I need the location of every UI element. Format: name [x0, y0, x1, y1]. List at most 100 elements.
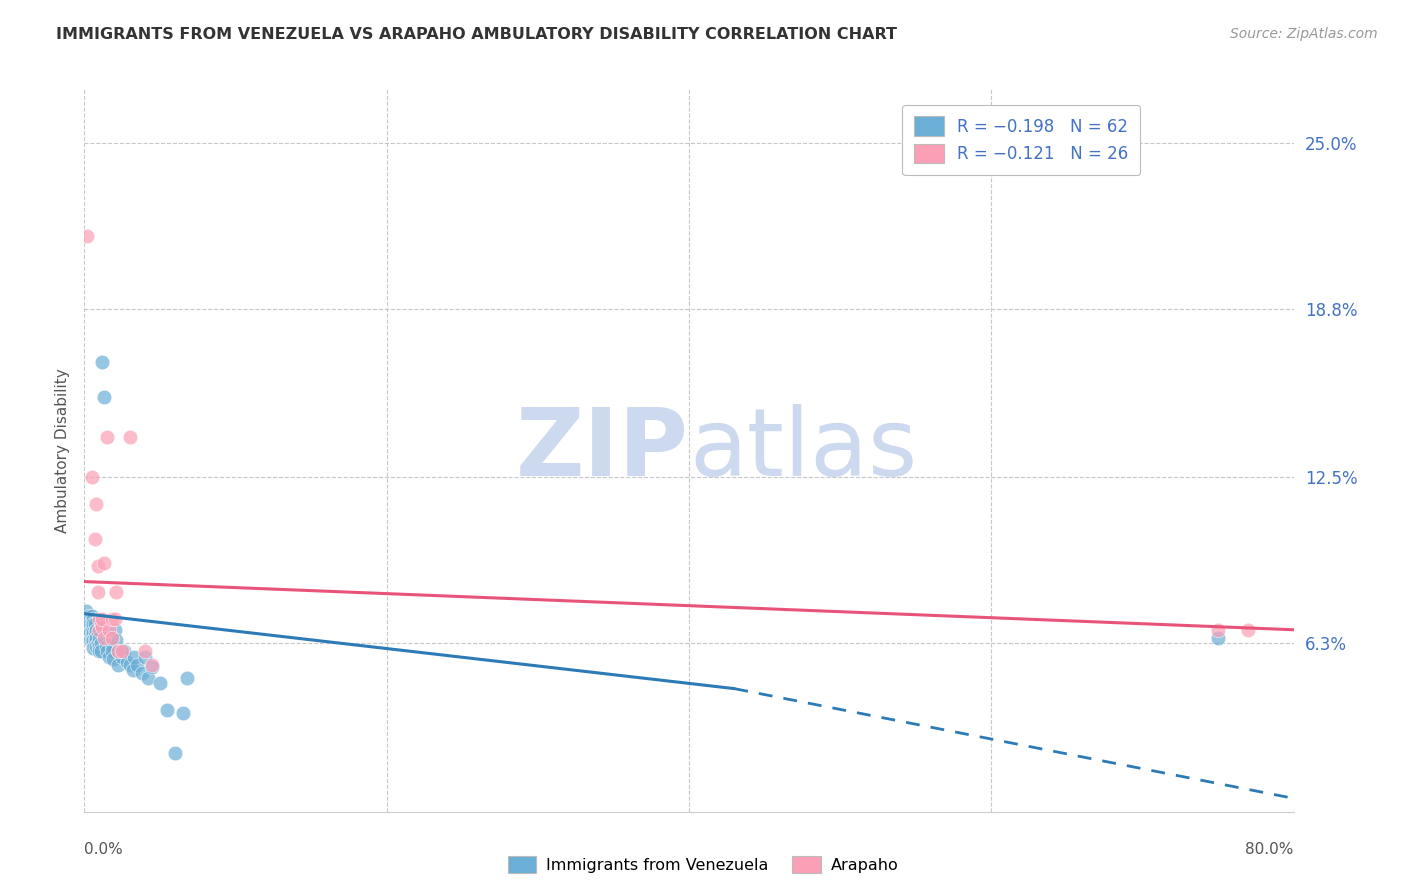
Point [101, 652, 124, 666]
Point [80, 609, 103, 624]
Point [100, 639, 122, 653]
Point [100, 631, 122, 645]
Point [165, 746, 187, 760]
Point [86, 623, 108, 637]
Point [90, 636, 112, 650]
Point [82, 612, 104, 626]
Point [77, 628, 100, 642]
Point [111, 649, 134, 664]
Point [97, 649, 120, 664]
Point [80, 617, 103, 632]
Point [105, 633, 128, 648]
Point [84, 633, 107, 648]
Point [107, 657, 129, 672]
Text: 0.0%: 0.0% [84, 842, 124, 857]
Point [84, 625, 107, 640]
Point [79, 633, 101, 648]
Point [91, 620, 114, 634]
Point [156, 703, 179, 717]
Point [84, 532, 107, 546]
Point [98, 631, 121, 645]
Point [112, 644, 135, 658]
Point [1206, 631, 1229, 645]
Point [149, 676, 172, 690]
Point [89, 644, 111, 658]
Point [93, 631, 115, 645]
Point [77, 609, 100, 624]
Point [79, 617, 101, 632]
Point [1237, 623, 1260, 637]
Point [96, 644, 118, 658]
Point [97, 623, 120, 637]
Legend: Immigrants from Venezuela, Arapaho: Immigrants from Venezuela, Arapaho [501, 849, 905, 880]
Point [77, 617, 100, 632]
Point [176, 671, 198, 685]
Point [122, 649, 145, 664]
Point [80, 623, 103, 637]
Point [136, 671, 159, 685]
Point [80, 470, 103, 484]
Point [1206, 623, 1229, 637]
Point [107, 644, 129, 658]
Point [93, 390, 115, 404]
Point [104, 623, 127, 637]
Point [94, 639, 117, 653]
Point [87, 625, 110, 640]
Point [82, 617, 104, 632]
Point [100, 612, 122, 626]
Y-axis label: Ambulatory Disability: Ambulatory Disability [55, 368, 70, 533]
Point [87, 585, 110, 599]
Point [118, 657, 141, 672]
Point [90, 617, 112, 632]
Point [134, 649, 156, 664]
Point [104, 612, 127, 626]
Point [87, 558, 110, 573]
Point [89, 631, 111, 645]
Point [75, 604, 97, 618]
Point [91, 612, 114, 626]
Point [80, 633, 103, 648]
Text: Source: ZipAtlas.com: Source: ZipAtlas.com [1230, 27, 1378, 41]
Point [118, 430, 141, 444]
Text: IMMIGRANTS FROM VENEZUELA VS ARAPAHO AMBULATORY DISABILITY CORRELATION CHART: IMMIGRANTS FROM VENEZUELA VS ARAPAHO AMB… [56, 27, 897, 42]
Point [100, 644, 122, 658]
Point [131, 665, 153, 680]
Point [115, 655, 138, 669]
Point [76, 615, 98, 629]
Point [87, 636, 110, 650]
Point [172, 706, 194, 720]
Point [105, 585, 128, 599]
Text: atlas: atlas [689, 404, 917, 497]
Point [86, 639, 108, 653]
Point [91, 355, 114, 369]
Point [89, 639, 111, 653]
Point [141, 660, 163, 674]
Point [86, 631, 108, 645]
Point [107, 644, 129, 658]
Point [82, 633, 104, 648]
Point [127, 657, 149, 672]
Point [121, 663, 143, 677]
Point [134, 644, 156, 658]
Point [110, 644, 132, 658]
Point [89, 612, 111, 626]
Point [80, 628, 103, 642]
Point [93, 556, 115, 570]
Point [86, 497, 108, 511]
Point [76, 620, 98, 634]
Point [141, 657, 163, 672]
Point [79, 612, 101, 626]
Point [89, 623, 111, 637]
Text: 80.0%: 80.0% [1246, 842, 1294, 857]
Text: ZIP: ZIP [516, 404, 689, 497]
Point [79, 625, 101, 640]
Point [76, 229, 98, 244]
Point [111, 644, 134, 658]
Point [84, 617, 107, 632]
Point [82, 641, 104, 656]
Point [90, 644, 112, 658]
Point [96, 430, 118, 444]
Point [77, 623, 100, 637]
Point [82, 625, 104, 640]
Legend: R = −0.198   N = 62, R = −0.121   N = 26: R = −0.198 N = 62, R = −0.121 N = 26 [903, 104, 1140, 175]
